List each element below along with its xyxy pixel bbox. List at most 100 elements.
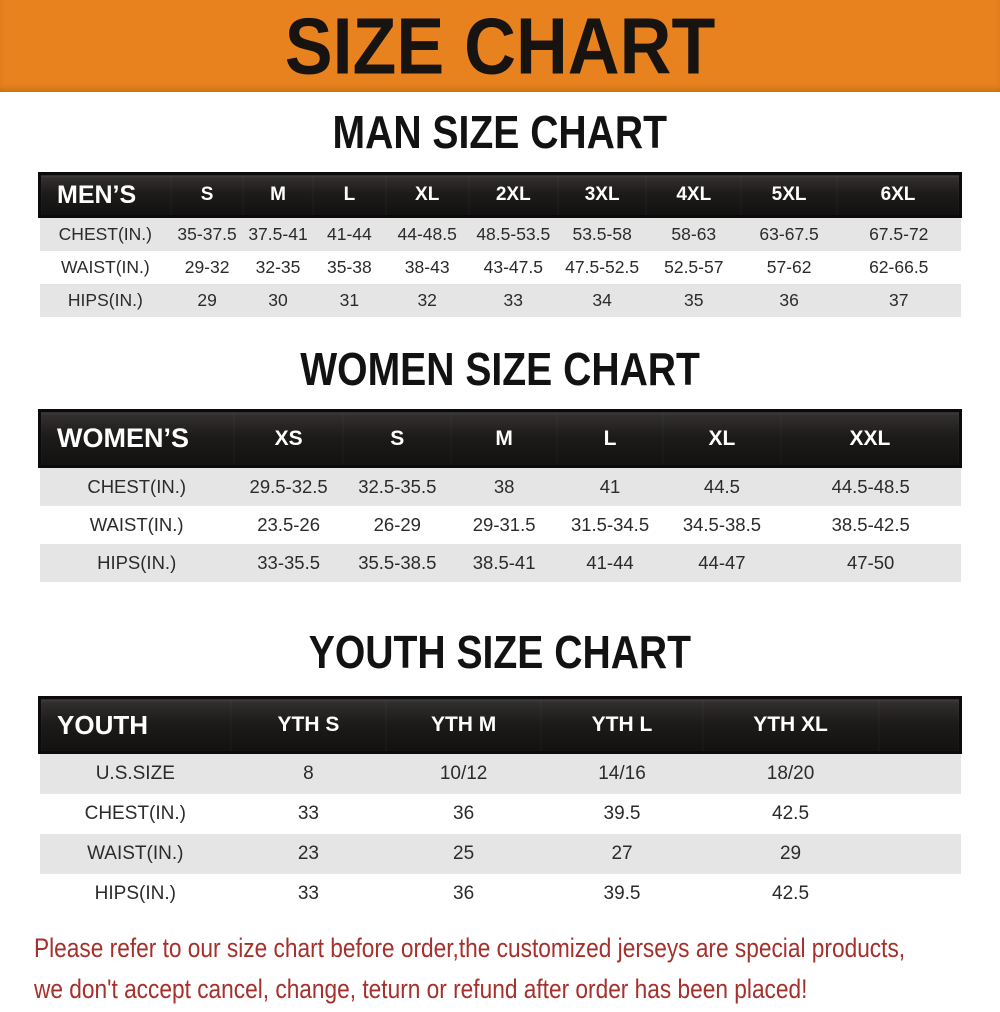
size-cell: 32.5-35.5 (358, 476, 437, 497)
women-size-table: WOMEN’S XS S M L XL XXL CHEST(IN.) 29.5-32.5 32.5… (37, 409, 962, 582)
size-cell: 42.5 (772, 883, 810, 904)
row-label: HIPS(IN.) (94, 883, 176, 904)
row-label: HIPS(IN.) (97, 552, 177, 573)
size-cell: 44-47 (698, 552, 746, 573)
size-cell: 35-38 (326, 257, 372, 277)
size-cell: 44-48.5 (397, 224, 457, 244)
men-section-title: MAN SIZE CHART (332, 106, 668, 158)
size-cell: 29 (197, 290, 217, 310)
size-cell: 37 (889, 290, 909, 310)
size-cell: 29 (779, 843, 802, 864)
column-header: YTH S (231, 696, 386, 754)
size-cell: 32 (417, 290, 437, 310)
size-cell: 34.5-38.5 (682, 514, 762, 535)
size-cell: 33-35.5 (257, 552, 320, 573)
size-cell: 41 (599, 476, 621, 497)
size-cell (879, 874, 961, 914)
column-header: S (343, 409, 452, 468)
youth-section-title: YOUTH SIZE CHART (308, 626, 692, 678)
row-label: HIPS(IN.) (67, 290, 143, 310)
size-cell: 33 (297, 803, 319, 824)
size-cell: 34 (592, 290, 612, 310)
size-cell: 33 (503, 290, 524, 310)
men-size-table: MEN’S S M L XL 2XL 3XL 4XL 5XL 6XL CHEST(IN.) 35-37… (38, 172, 962, 317)
table-row: WAIST(IN.) 23 25 27 29 (39, 834, 961, 874)
row-label: U.S.SIZE (95, 763, 175, 784)
row-label: CHEST(IN.) (87, 476, 186, 497)
row-label: CHEST(IN.) (84, 803, 186, 824)
column-header: L (557, 409, 663, 468)
size-cell: 44.5 (703, 476, 740, 497)
men-section: MAN SIZE CHART MEN’S S M L XL 2XL 3XL 4XL 5XL 6XL… (0, 108, 1000, 317)
table-row: WAIST(IN.) 23.5-26 26-29 29-31.5 31.5-34.5 34… (39, 506, 961, 544)
size-cell: 31 (339, 290, 360, 310)
size-cell: 18/20 (766, 763, 815, 784)
table-row: U.S.SIZE 8 10/12 14/16 18/20 (39, 752, 961, 795)
column-header: YTH XL (702, 696, 879, 754)
size-cell: 23 (297, 843, 319, 864)
table-row: HIPS(IN.) 33-35.5 35.5-38.5 38.5-41 41-44 44-… (39, 544, 961, 582)
size-cell (879, 753, 961, 795)
size-cell: 41-44 (326, 224, 372, 244)
size-cell (879, 794, 961, 834)
column-header: M (451, 409, 558, 468)
size-cell: 57-62 (766, 257, 812, 277)
table-corner-label: WOMEN’S (37, 409, 234, 468)
size-cell: 38.5-42.5 (831, 514, 910, 535)
size-cell: 26-29 (373, 514, 421, 535)
table-corner-label: MEN’S (38, 172, 172, 218)
row-label: CHEST(IN.) (58, 224, 152, 244)
size-cell: 42.5 (772, 803, 810, 824)
size-cell: 29.5-32.5 (249, 476, 328, 497)
size-cell: 38.5-41 (472, 552, 536, 573)
size-cell: 8 (303, 763, 314, 784)
column-header: YTH L (541, 696, 703, 754)
size-cell: 48.5-53.5 (476, 224, 551, 244)
size-cell: 47.5-52.5 (565, 257, 640, 277)
table-row: CHEST(IN.) 33 36 39.5 42.5 (39, 794, 961, 834)
size-cell: 39.5 (603, 883, 641, 904)
disclaimer-line-1: Please refer to our size chart before or… (34, 933, 906, 963)
youth-size-table: YOUTH YTH S YTH M YTH L YTH XL U.S.SIZE 8 10/12… (38, 696, 962, 914)
column-header: 2XL (468, 172, 558, 218)
size-cell: 35-37.5 (177, 224, 237, 244)
size-cell: 25 (453, 843, 475, 864)
size-cell: 47-50 (847, 552, 895, 573)
size-cell: 37.5-41 (248, 224, 308, 244)
size-cell: 67.5-72 (869, 224, 929, 244)
size-cell: 52.5-57 (664, 257, 724, 277)
disclaimer-line-2: we don't accept cancel, change, teturn o… (34, 974, 808, 1004)
row-label: WAIST(IN.) (89, 514, 184, 535)
size-cell: 35.5-38.5 (358, 552, 437, 573)
table-row: CHEST(IN.) 29.5-32.5 32.5-35.5 38 41 44.5 44.5… (39, 466, 961, 506)
size-cell: 38 (493, 476, 515, 497)
size-cell: 32-35 (255, 257, 301, 277)
size-cell: 43-47.5 (483, 257, 543, 277)
size-cell: 58-63 (671, 224, 717, 244)
column-header: M (243, 172, 313, 218)
row-label: WAIST(IN.) (60, 257, 150, 277)
column-header: L (313, 172, 386, 218)
disclaimer-note: Please refer to our size chart before or… (0, 930, 1000, 1012)
size-cell: 44.5-48.5 (831, 476, 910, 497)
column-header: YTH M (385, 696, 542, 754)
size-cell: 14/16 (598, 763, 646, 784)
size-cell: 23.5-26 (257, 514, 320, 535)
header-row: MEN’S S M L XL 2XL 3XL 4XL 5XL 6XL (38, 172, 962, 218)
column-header: XS (233, 409, 344, 468)
table-corner-label: YOUTH (38, 696, 232, 754)
banner-title: SIZE CHART (284, 1, 716, 91)
column-header: S (171, 172, 244, 218)
size-cell: 29-31.5 (472, 514, 536, 535)
size-cell: 29-32 (184, 257, 230, 277)
row-label: WAIST(IN.) (87, 843, 184, 864)
header-row: WOMEN’S XS S M L XL XXL (37, 409, 962, 468)
size-cell: 38-43 (404, 257, 450, 277)
size-cell: 27 (611, 843, 633, 864)
table-row: HIPS(IN.) 29 30 31 32 33 34 35 36 37 (39, 284, 961, 317)
youth-section: YOUTH SIZE CHART YOUTH YTH S YTH M YTH L YTH… (0, 628, 1000, 914)
column-header: XL (662, 409, 781, 468)
size-cell: 36 (779, 290, 799, 310)
column-header: 3XL (557, 172, 647, 218)
size-cell: 63-67.5 (759, 224, 819, 244)
